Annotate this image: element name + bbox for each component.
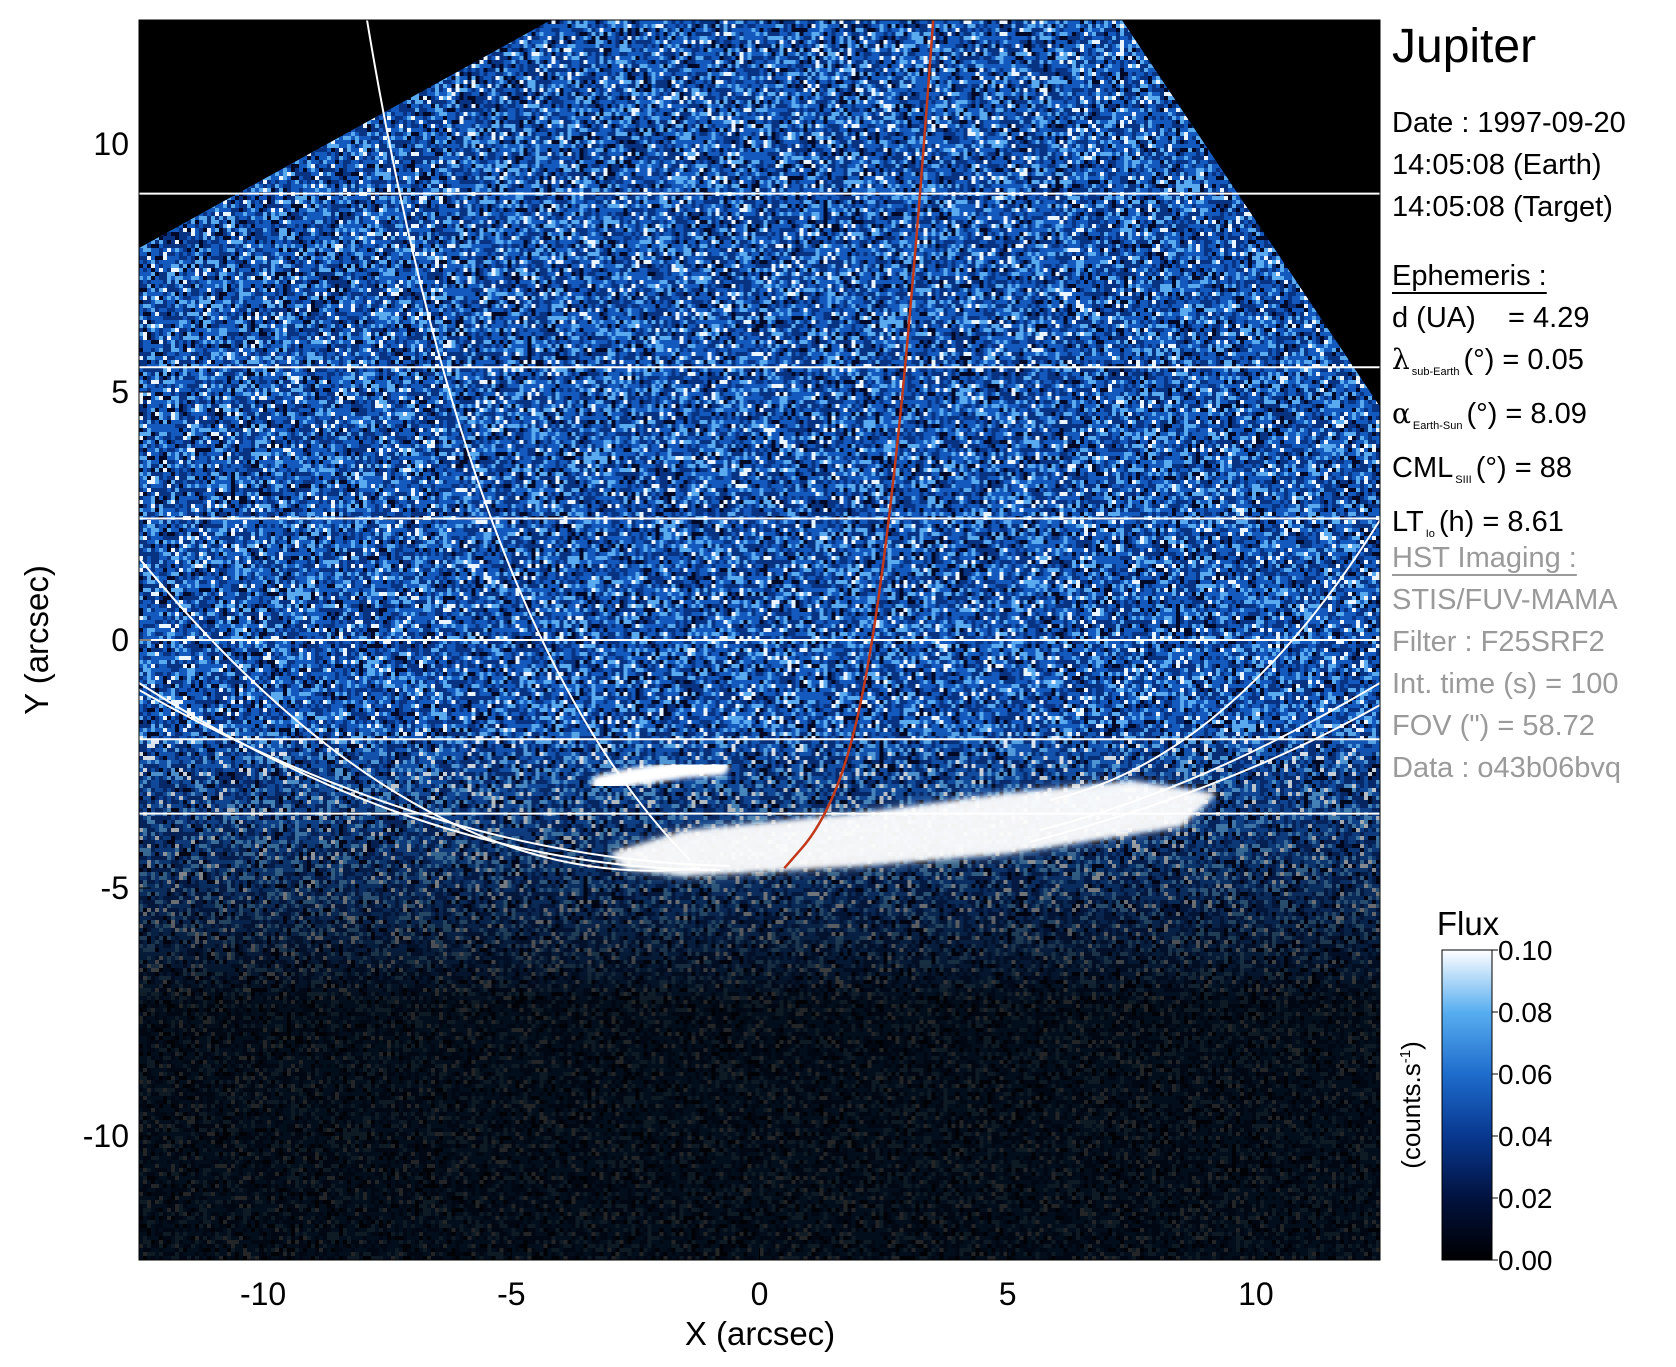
lambda-symbol: λ (1392, 343, 1410, 376)
observation-info: Date : 1997-09-20 14:05:08 (Earth) 14:05… (1392, 102, 1626, 228)
imaging-int-time: Int. time (s) = 100 (1392, 668, 1619, 700)
main-emission-core (610, 781, 1217, 876)
lambda-value: (°) = 0.05 (1463, 344, 1584, 376)
cml-label: CML (1392, 452, 1454, 484)
auroral-emission (591, 757, 1217, 876)
cml-subscript: SIII (1455, 474, 1472, 486)
earth-time: 14:05:08 (Earth) (1392, 149, 1602, 181)
y-tick-label-0: -10 (83, 1118, 129, 1154)
ephemeris-alpha: α Earth-Sun (°) = 8.09 (1392, 393, 1589, 447)
cml-value: (°) = 88 (1475, 452, 1572, 484)
y-tick-label-1: -5 (101, 870, 129, 906)
colorbar-unit-close: ) (1396, 1041, 1426, 1050)
y-tick-label-2: 0 (111, 622, 129, 658)
x-tick-label-0: -10 (240, 1276, 286, 1312)
imaging-instrument: STIS/FUV-MAMA (1392, 584, 1618, 616)
x-tick-label-4: 10 (1238, 1276, 1274, 1312)
colorbar-gradient (1441, 949, 1493, 1261)
ephemeris-distance: d (UA) = 4.29 (1392, 302, 1590, 334)
y-axis-ticks: -10 -5 0 5 10 (83, 126, 151, 1154)
planet-title: Jupiter (1392, 20, 1537, 73)
imaging-heading: HST Imaging : (1392, 542, 1577, 574)
lt-label: LT (1392, 506, 1424, 538)
plot-area (139, 20, 1380, 1260)
colorbar-unit-label: (counts.s-1) (1396, 1041, 1426, 1169)
meridian-tall (366, 20, 691, 861)
lambda-subscript: sub-Earth (1411, 366, 1460, 378)
ephemeris-cml: CML SIII (°) = 88 (1392, 447, 1589, 501)
imaging-block: HST Imaging : STIS/FUV-MAMA Filter : F25… (1392, 537, 1621, 789)
ephemeris-block: Ephemeris : d (UA) = 4.29 λ sub-Earth (°) … (1392, 255, 1589, 555)
x-tick-label-1: -5 (497, 1276, 525, 1312)
colorbar-tick-label-5: 0.10 (1498, 935, 1553, 966)
meridian-left-outer (139, 557, 701, 872)
colorbar-tick-label-1: 0.02 (1498, 1183, 1553, 1214)
colorbar-title: Flux (1437, 905, 1500, 942)
ephemeris-lt: LT Io (h) = 8.61 (1392, 501, 1589, 555)
colorbar-tick-label-4: 0.08 (1498, 997, 1553, 1028)
lt-value: (h) = 8.61 (1438, 506, 1564, 538)
x-tick-label-3: 5 (999, 1276, 1017, 1312)
target-time: 14:05:08 (Target) (1392, 191, 1613, 223)
imaging-fov: FOV (") = 58.72 (1392, 710, 1595, 742)
auroral-arc (591, 757, 729, 793)
imaging-data-id: Data : o43b06bvq (1392, 752, 1621, 784)
colorbar: 0.00 0.02 0.04 0.06 0.08 0.10 Flux (counts.s-… (1396, 905, 1553, 1276)
colorbar-tick-label-3: 0.06 (1498, 1059, 1553, 1090)
alpha-symbol: α (1392, 397, 1411, 430)
x-axis-label: X (arcsec) (685, 1315, 835, 1352)
colorbar-ticks: 0.00 0.02 0.04 0.06 0.08 0.10 (1492, 935, 1553, 1276)
date-line: Date : 1997-09-20 (1392, 107, 1626, 139)
y-axis-label: Y (arcsec) (18, 565, 55, 715)
y-tick-label-3: 5 (111, 374, 129, 410)
colorbar-tick-label-0: 0.00 (1498, 1245, 1553, 1276)
x-tick-label-2: 0 (751, 1276, 769, 1312)
alpha-value: (°) = 8.09 (1466, 398, 1587, 430)
colorbar-unit-base: (counts.s (1396, 1063, 1426, 1169)
io-footprint-track (783, 20, 935, 869)
colorbar-unit-exponent: -1 (1397, 1050, 1414, 1063)
ephemeris-heading: Ephemeris : (1392, 260, 1547, 292)
imaging-filter: Filter : F25SRF2 (1392, 626, 1605, 658)
y-tick-label-4: 10 (93, 126, 129, 162)
lt-subscript: Io (1425, 528, 1435, 540)
x-axis-ticks: -10 -5 0 5 10 (240, 1248, 1274, 1312)
alpha-subscript: Earth-Sun (1412, 420, 1463, 432)
colorbar-tick-label-2: 0.04 (1498, 1121, 1553, 1152)
ephemeris-lambda: λ sub-Earth (°) = 0.05 (1392, 339, 1589, 393)
